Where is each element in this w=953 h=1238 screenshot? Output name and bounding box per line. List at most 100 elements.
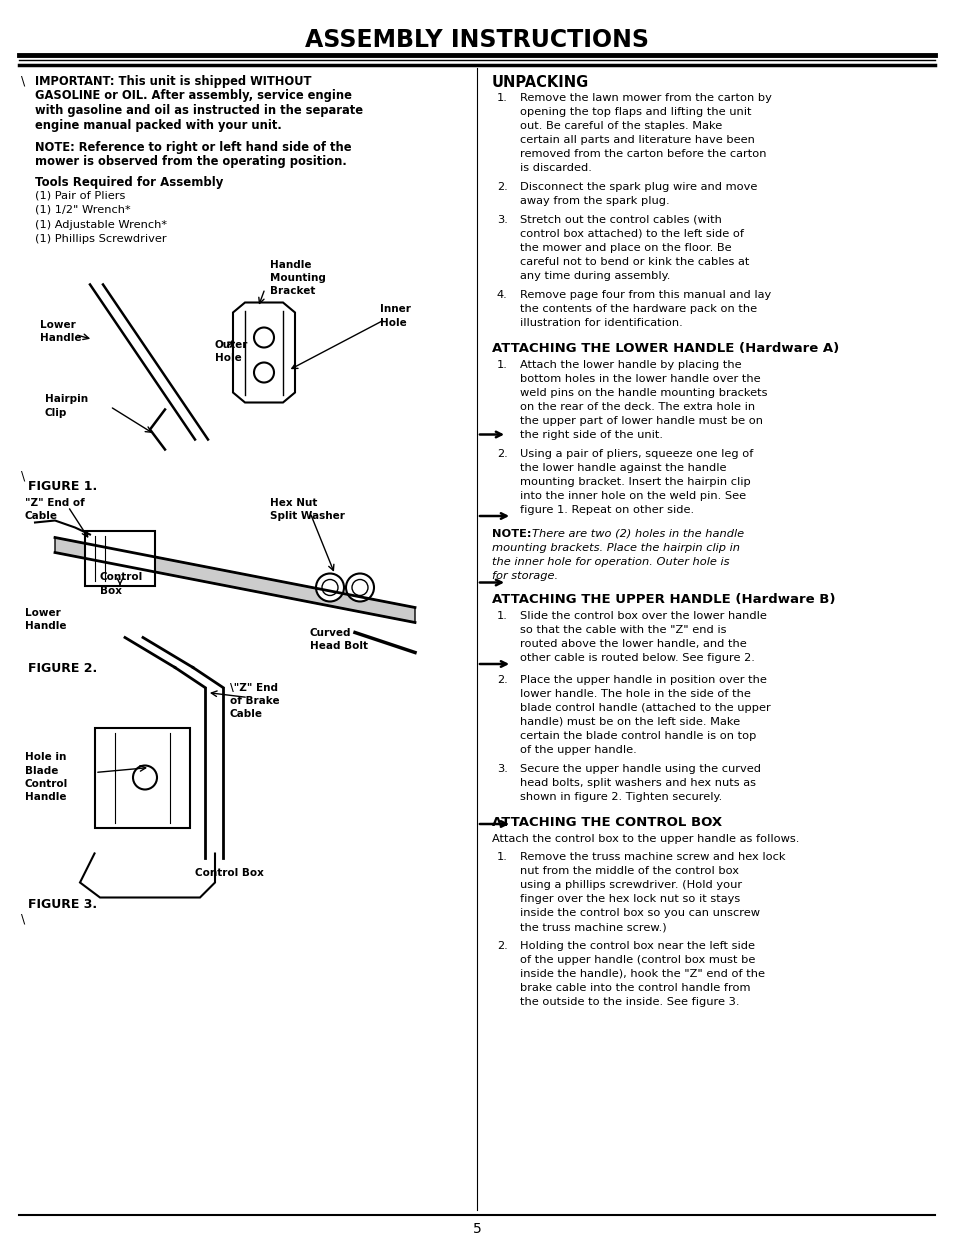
Text: 2.: 2. xyxy=(497,675,507,685)
Text: Clip: Clip xyxy=(45,407,68,417)
Text: Handle: Handle xyxy=(270,260,312,270)
Text: Attach the lower handle by placing the: Attach the lower handle by placing the xyxy=(519,360,740,370)
Text: shown in figure 2. Tighten securely.: shown in figure 2. Tighten securely. xyxy=(519,792,721,802)
Text: the mower and place on the floor. Be: the mower and place on the floor. Be xyxy=(519,243,731,253)
Text: Hex Nut: Hex Nut xyxy=(270,498,317,508)
Bar xyxy=(95,728,190,827)
Text: Place the upper handle in position over the: Place the upper handle in position over … xyxy=(519,675,766,685)
Text: Hairpin: Hairpin xyxy=(45,395,88,405)
Text: Head Bolt: Head Bolt xyxy=(310,640,368,650)
Text: \: \ xyxy=(21,912,25,926)
Text: 5: 5 xyxy=(472,1222,481,1236)
Text: Box: Box xyxy=(100,586,122,595)
Text: Bracket: Bracket xyxy=(270,286,315,296)
Text: Control: Control xyxy=(100,572,143,583)
Text: out. Be careful of the staples. Make: out. Be careful of the staples. Make xyxy=(519,121,721,131)
Text: 4.: 4. xyxy=(497,290,507,300)
Text: lower handle. The hole in the side of the: lower handle. The hole in the side of th… xyxy=(519,690,750,699)
Text: the contents of the hardware pack on the: the contents of the hardware pack on the xyxy=(519,305,757,314)
Text: Attach the control box to the upper handle as follows.: Attach the control box to the upper hand… xyxy=(492,834,799,844)
Text: the outside to the inside. See figure 3.: the outside to the inside. See figure 3. xyxy=(519,997,739,1006)
Text: of the upper handle (control box must be: of the upper handle (control box must be xyxy=(519,954,755,964)
Text: 3.: 3. xyxy=(497,764,507,774)
Text: removed from the carton before the carton: removed from the carton before the carto… xyxy=(519,149,765,158)
Text: any time during assembly.: any time during assembly. xyxy=(519,271,670,281)
Circle shape xyxy=(315,573,344,602)
Text: 1.: 1. xyxy=(497,852,507,862)
Text: for storage.: for storage. xyxy=(492,571,558,581)
Text: NOTE:: NOTE: xyxy=(492,529,531,539)
Text: FIGURE 1.: FIGURE 1. xyxy=(28,479,97,493)
Text: with gasoline and oil as instructed in the separate: with gasoline and oil as instructed in t… xyxy=(35,104,363,118)
Text: Control: Control xyxy=(25,779,69,789)
Text: figure 1. Repeat on other side.: figure 1. Repeat on other side. xyxy=(519,505,694,515)
Text: Remove the lawn mower from the carton by: Remove the lawn mower from the carton by xyxy=(519,93,771,103)
Text: UNPACKING: UNPACKING xyxy=(492,76,589,90)
Text: Tools Required for Assembly: Tools Required for Assembly xyxy=(35,176,223,189)
Text: Curved: Curved xyxy=(310,628,351,638)
Text: 1.: 1. xyxy=(497,612,507,621)
Text: FIGURE 3.: FIGURE 3. xyxy=(28,898,97,910)
Text: IMPORTANT: This unit is shipped WITHOUT: IMPORTANT: This unit is shipped WITHOUT xyxy=(35,76,312,88)
Text: illustration for identification.: illustration for identification. xyxy=(519,318,682,328)
Text: 1.: 1. xyxy=(497,360,507,370)
Text: 3.: 3. xyxy=(497,215,507,225)
Text: opening the top flaps and lifting the unit: opening the top flaps and lifting the un… xyxy=(519,106,751,118)
Text: \: \ xyxy=(21,469,25,483)
Text: Handle: Handle xyxy=(40,333,81,343)
Text: Holding the control box near the left side: Holding the control box near the left si… xyxy=(519,941,754,951)
Text: Mounting: Mounting xyxy=(270,272,326,282)
Text: Disconnect the spark plug wire and move: Disconnect the spark plug wire and move xyxy=(519,182,757,192)
Text: FIGURE 2.: FIGURE 2. xyxy=(28,662,97,676)
Text: Using a pair of pliers, squeeze one leg of: Using a pair of pliers, squeeze one leg … xyxy=(519,449,753,459)
Text: mower is observed from the operating position.: mower is observed from the operating pos… xyxy=(35,156,346,168)
Text: Split Washer: Split Washer xyxy=(270,510,345,520)
Text: ASSEMBLY INSTRUCTIONS: ASSEMBLY INSTRUCTIONS xyxy=(305,28,648,52)
Text: away from the spark plug.: away from the spark plug. xyxy=(519,196,669,206)
Text: Lower: Lower xyxy=(25,608,61,618)
Text: There are two (2) holes in the handle: There are two (2) holes in the handle xyxy=(532,529,743,539)
Text: ATTACHING THE LOWER HANDLE (Hardware A): ATTACHING THE LOWER HANDLE (Hardware A) xyxy=(492,342,839,355)
Text: Outer: Outer xyxy=(214,339,248,349)
Text: inside the control box so you can unscrew: inside the control box so you can unscre… xyxy=(519,907,760,919)
Text: on the rear of the deck. The extra hole in: on the rear of the deck. The extra hole … xyxy=(519,402,755,412)
Text: GASOLINE or OIL. After assembly, service engine: GASOLINE or OIL. After assembly, service… xyxy=(35,89,352,103)
Text: of Brake: of Brake xyxy=(230,696,279,706)
Text: the lower handle against the handle: the lower handle against the handle xyxy=(519,463,726,473)
Text: Cable: Cable xyxy=(25,510,58,520)
Bar xyxy=(85,531,154,586)
Text: careful not to bend or kink the cables at: careful not to bend or kink the cables a… xyxy=(519,258,749,267)
Text: into the inner hole on the weld pin. See: into the inner hole on the weld pin. See xyxy=(519,491,745,501)
Text: control box attached) to the left side of: control box attached) to the left side o… xyxy=(519,229,743,239)
Text: "Z" End of: "Z" End of xyxy=(25,498,85,508)
Text: 2.: 2. xyxy=(497,449,507,459)
Text: engine manual packed with your unit.: engine manual packed with your unit. xyxy=(35,119,281,131)
Text: \"Z" End: \"Z" End xyxy=(230,682,277,692)
Text: bottom holes in the lower handle over the: bottom holes in the lower handle over th… xyxy=(519,374,760,384)
Text: (1) Adjustable Wrench*: (1) Adjustable Wrench* xyxy=(35,219,167,229)
Text: ATTACHING THE UPPER HANDLE (Hardware B): ATTACHING THE UPPER HANDLE (Hardware B) xyxy=(492,593,835,605)
Text: ATTACHING THE CONTROL BOX: ATTACHING THE CONTROL BOX xyxy=(492,816,721,829)
Text: other cable is routed below. See figure 2.: other cable is routed below. See figure … xyxy=(519,652,754,664)
Text: the upper part of lower handle must be on: the upper part of lower handle must be o… xyxy=(519,416,762,426)
Text: Blade: Blade xyxy=(25,765,58,775)
Text: 2.: 2. xyxy=(497,941,507,951)
Text: NOTE: Reference to right or left hand side of the: NOTE: Reference to right or left hand si… xyxy=(35,141,351,154)
Text: mounting brackets. Place the hairpin clip in: mounting brackets. Place the hairpin cli… xyxy=(492,543,740,553)
Text: so that the cable with the "Z" end is: so that the cable with the "Z" end is xyxy=(519,625,726,635)
Text: Lower: Lower xyxy=(40,319,75,329)
Text: nut from the middle of the control box: nut from the middle of the control box xyxy=(519,867,739,877)
Text: inside the handle), hook the "Z" end of the: inside the handle), hook the "Z" end of … xyxy=(519,969,764,979)
Text: of the upper handle.: of the upper handle. xyxy=(519,745,636,755)
Text: Control Box: Control Box xyxy=(194,868,264,878)
Text: Hole: Hole xyxy=(379,318,406,328)
Text: Hole: Hole xyxy=(214,353,241,363)
Text: Stretch out the control cables (with: Stretch out the control cables (with xyxy=(519,215,721,225)
Text: Secure the upper handle using the curved: Secure the upper handle using the curved xyxy=(519,764,760,774)
Text: mounting bracket. Insert the hairpin clip: mounting bracket. Insert the hairpin cli… xyxy=(519,477,750,487)
Text: Handle: Handle xyxy=(25,791,67,802)
Text: (1) Pair of Pliers: (1) Pair of Pliers xyxy=(35,191,125,201)
Text: 2.: 2. xyxy=(497,182,507,192)
Text: brake cable into the control handle from: brake cable into the control handle from xyxy=(519,983,750,993)
Circle shape xyxy=(346,573,374,602)
